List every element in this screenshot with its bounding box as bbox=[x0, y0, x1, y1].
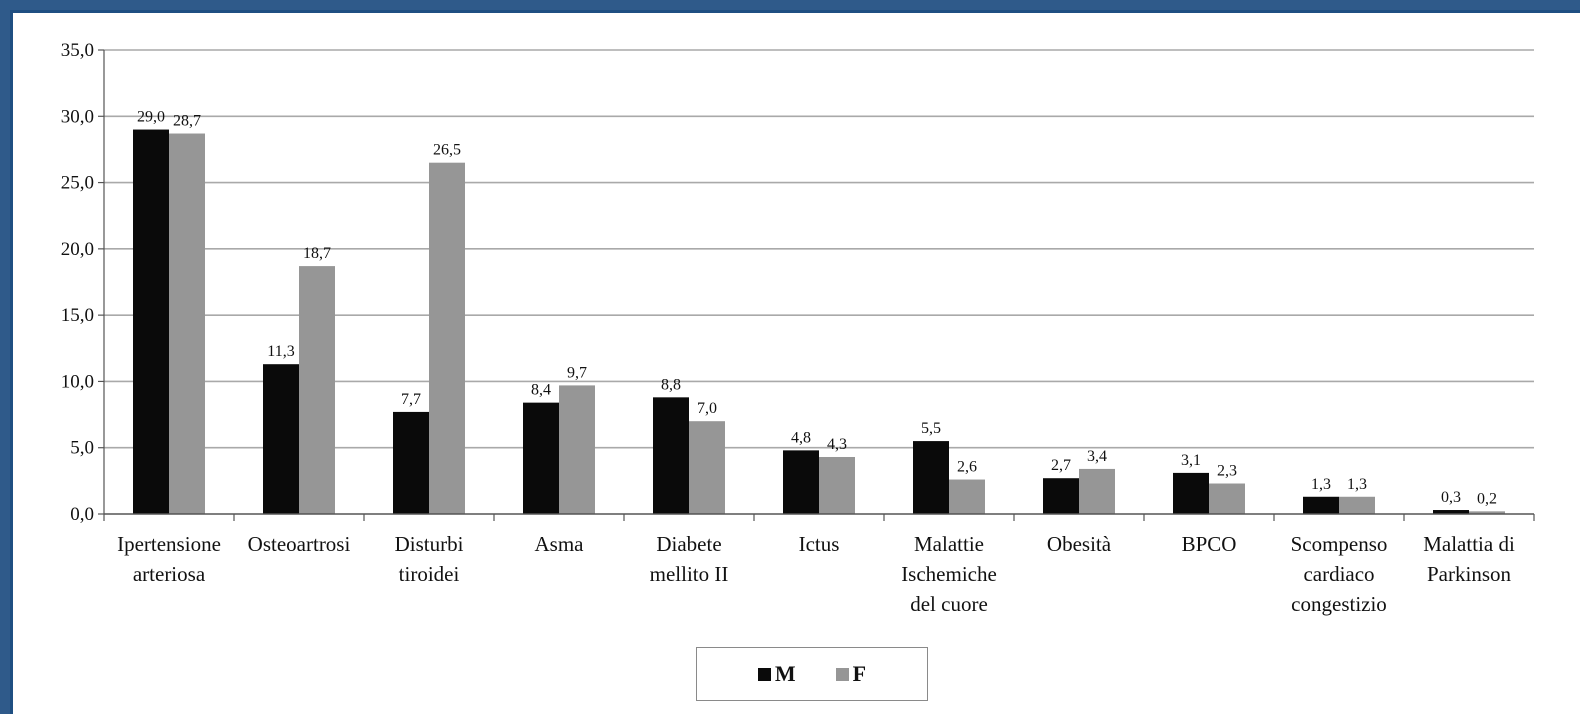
category-labels: Ipertensione arteriosa Osteoartrosi Disturb… bbox=[117, 532, 1515, 616]
legend-entry-m: M bbox=[757, 661, 796, 687]
chart-frame: 0,0 5,0 10,0 15,0 20,0 25,0 30,0 35,0 29,0 11,3 7… bbox=[10, 10, 1580, 714]
bar-f bbox=[1339, 496, 1375, 514]
data-label-m: 1,3 bbox=[1311, 476, 1331, 493]
data-label-m: 3,1 bbox=[1181, 452, 1201, 469]
y-tick-label: 30,0 bbox=[61, 106, 94, 127]
bar-m bbox=[1043, 478, 1079, 514]
data-label-f: 2,6 bbox=[957, 459, 977, 476]
category-label: Ipertensione arteriosa bbox=[117, 532, 221, 586]
y-tick-label: 5,0 bbox=[70, 438, 94, 459]
y-tick-label: 35,0 bbox=[61, 40, 94, 61]
category-label: Scompenso cardiaco congestizio bbox=[1291, 532, 1388, 616]
data-label-f: 4,3 bbox=[827, 436, 847, 453]
category-label: BPCO bbox=[1182, 532, 1237, 556]
bar-m bbox=[653, 397, 689, 514]
category-label: Asma bbox=[535, 532, 585, 556]
data-label-f: 2,3 bbox=[1217, 463, 1237, 480]
bar-m bbox=[523, 402, 559, 514]
data-label-f: 26,5 bbox=[433, 142, 461, 159]
data-label-m: 2,7 bbox=[1051, 457, 1071, 474]
data-label-f: 28,7 bbox=[173, 113, 201, 130]
data-label-m: 8,8 bbox=[661, 376, 681, 393]
category-label: Malattie Ischemiche del cuore bbox=[901, 532, 997, 616]
bar-chart: 0,0 5,0 10,0 15,0 20,0 25,0 30,0 35,0 29,0 11,3 7… bbox=[61, 40, 1535, 616]
bar-f bbox=[819, 456, 855, 514]
bar-f bbox=[689, 421, 725, 514]
bar-f bbox=[429, 162, 465, 514]
category-label: Disturbi tiroidei bbox=[395, 532, 464, 586]
bars bbox=[133, 129, 1505, 514]
category-label: Diabete mellito II bbox=[650, 532, 729, 586]
y-tick-label: 25,0 bbox=[61, 173, 94, 194]
legend-label-m: M bbox=[774, 661, 796, 686]
bar-m bbox=[393, 411, 429, 514]
data-label-m: 4,8 bbox=[791, 429, 811, 446]
bar-f bbox=[1079, 468, 1115, 514]
legend-entry-f: F bbox=[835, 661, 867, 687]
y-tick-label: 20,0 bbox=[61, 239, 94, 260]
data-label-f: 0,2 bbox=[1477, 490, 1497, 507]
bar-m bbox=[1173, 472, 1209, 514]
bar-m bbox=[263, 364, 299, 514]
data-labels: 29,0 11,3 7,7 8,4 8,8 4,8 5,5 2,7 3,1 1,3 0,3 28,7 1… bbox=[137, 109, 1497, 508]
data-label-f: 18,7 bbox=[303, 245, 331, 262]
legend-swatch-f bbox=[835, 667, 849, 681]
y-tick-label: 15,0 bbox=[61, 305, 94, 326]
bar-m bbox=[1303, 496, 1339, 514]
bar-f bbox=[1469, 511, 1505, 514]
data-label-m: 5,5 bbox=[921, 420, 941, 437]
legend-label-f: F bbox=[852, 661, 867, 686]
legend: M F bbox=[696, 647, 928, 701]
category-label: Ictus bbox=[799, 532, 840, 556]
data-label-m: 7,7 bbox=[401, 391, 421, 408]
y-axis-ticks: 0,0 5,0 10,0 15,0 20,0 25,0 30,0 35,0 bbox=[61, 40, 94, 525]
category-label: Malattia di Parkinson bbox=[1423, 532, 1515, 586]
data-label-f: 3,4 bbox=[1087, 448, 1107, 465]
category-label: Osteoartrosi bbox=[248, 532, 351, 556]
bar-m bbox=[783, 450, 819, 514]
bar-f bbox=[169, 133, 205, 514]
x-axis bbox=[103, 50, 1535, 521]
bar-f bbox=[1209, 483, 1245, 514]
gridlines bbox=[98, 49, 1534, 515]
y-tick-label: 10,0 bbox=[61, 371, 94, 392]
data-label-m: 11,3 bbox=[267, 343, 294, 360]
bar-m bbox=[133, 129, 169, 514]
bar-f bbox=[299, 266, 335, 514]
bar-f bbox=[559, 385, 595, 514]
bar-m bbox=[1433, 510, 1469, 514]
bar-f bbox=[949, 479, 985, 514]
data-label-f: 1,3 bbox=[1347, 476, 1367, 493]
category-label: Obesità bbox=[1047, 532, 1112, 556]
data-label-f: 9,7 bbox=[567, 364, 587, 381]
bar-m bbox=[913, 441, 949, 514]
data-label-m: 8,4 bbox=[531, 382, 551, 399]
legend-swatch-m bbox=[757, 667, 771, 681]
data-label-f: 7,0 bbox=[697, 400, 717, 417]
data-label-m: 0,3 bbox=[1441, 489, 1461, 506]
data-label-m: 29,0 bbox=[137, 109, 165, 126]
y-tick-label: 0,0 bbox=[70, 504, 94, 525]
